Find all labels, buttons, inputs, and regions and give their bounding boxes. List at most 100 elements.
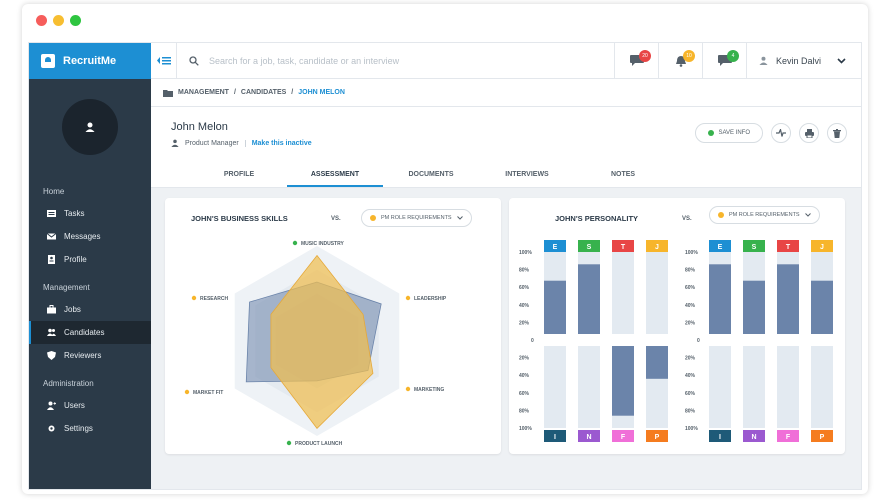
bar-track-bottom bbox=[578, 346, 600, 428]
requirement-bar-up bbox=[709, 264, 731, 334]
envelope-icon bbox=[47, 233, 56, 240]
personality-compare-dropdown[interactable]: PM ROLE REQUIREMENTS bbox=[709, 206, 820, 224]
y-tick-label: 100% bbox=[519, 250, 532, 256]
trait-letter: S bbox=[587, 244, 592, 251]
user-icon bbox=[759, 56, 768, 65]
y-tick-label: 60% bbox=[519, 285, 530, 291]
delete-button[interactable] bbox=[827, 123, 847, 143]
y-tick-label: 80% bbox=[685, 408, 696, 414]
y-tick-label: 80% bbox=[685, 268, 696, 274]
sidebar-item-candidates[interactable]: Candidates bbox=[29, 321, 151, 344]
chevron-down-icon bbox=[837, 57, 846, 64]
sidebar-item-messages[interactable]: Messages bbox=[29, 225, 151, 248]
messages-button[interactable]: 4 bbox=[702, 43, 746, 79]
trait-letter: F bbox=[621, 434, 626, 441]
make-inactive-link[interactable]: Make this inactive bbox=[244, 139, 312, 147]
search-input[interactable]: Search for a job, task, candidate or an … bbox=[177, 56, 614, 66]
bar-track-bottom bbox=[544, 346, 566, 428]
trait-letter-box bbox=[578, 240, 600, 252]
skills-compare-dropdown[interactable]: PM ROLE REQUIREMENTS bbox=[361, 209, 472, 227]
brand-name: RecruitMe bbox=[63, 55, 117, 67]
sidebar-item-users[interactable]: Users bbox=[29, 394, 151, 417]
tasks-icon bbox=[47, 210, 56, 217]
dot-icon bbox=[370, 215, 376, 221]
tab-assessment[interactable]: ASSESSMENT bbox=[287, 162, 383, 187]
pulse-icon bbox=[776, 129, 786, 137]
trait-letter: J bbox=[820, 244, 824, 251]
y-tick-label: 20% bbox=[519, 320, 530, 326]
nav-group-heading: Administration bbox=[43, 379, 94, 388]
trait-letter: I bbox=[719, 434, 721, 441]
tab-documents[interactable]: DOCUMENTS bbox=[408, 171, 454, 178]
breadcrumb-candidates[interactable]: CANDIDATES bbox=[240, 89, 287, 96]
y-tick-label: 40% bbox=[519, 303, 530, 309]
axis-dot bbox=[405, 386, 411, 392]
pulse-button[interactable] bbox=[771, 123, 791, 143]
radar-axis-label: MARKETING bbox=[414, 387, 444, 393]
collapse-icon bbox=[156, 57, 171, 65]
sidebar-item-reviewers[interactable]: Reviewers bbox=[29, 344, 151, 367]
bar-track-top bbox=[612, 252, 634, 334]
dot-icon bbox=[718, 212, 724, 218]
alerts-button[interactable]: 10 bbox=[658, 43, 702, 79]
app-window: RecruitMe Home Tasks Messages Profile Manage… bbox=[22, 4, 868, 494]
maximize-dot[interactable] bbox=[70, 15, 81, 26]
breadcrumb-separator: / bbox=[291, 89, 294, 96]
bar-track-bottom bbox=[777, 346, 799, 428]
minimize-dot[interactable] bbox=[53, 15, 64, 26]
trash-icon bbox=[833, 128, 841, 138]
bar-track-bottom bbox=[709, 346, 731, 428]
search-icon bbox=[189, 55, 199, 66]
y-tick-label: 60% bbox=[519, 391, 530, 397]
window-controls bbox=[36, 15, 81, 26]
sidebar-item-profile[interactable]: Profile bbox=[29, 248, 151, 271]
trait-letter: E bbox=[553, 244, 558, 251]
tab-profile[interactable]: PROFILE bbox=[223, 171, 255, 178]
sidebar-item-settings[interactable]: Settings bbox=[29, 417, 151, 440]
breadcrumb-root[interactable]: MANAGEMENT bbox=[178, 89, 229, 96]
chat-notifications-button[interactable]: 20 bbox=[614, 43, 658, 79]
personality-vs-label: VS. bbox=[682, 216, 692, 222]
brand[interactable]: RecruitMe bbox=[29, 43, 151, 79]
business-skills-card: JOHN'S BUSINESS SKILLS VS. PM ROLE REQUI… bbox=[165, 198, 501, 454]
radar-axis-label: PRODUCT LAUNCH bbox=[295, 441, 343, 447]
topbar: Search for a job, task, candidate or an … bbox=[151, 43, 861, 79]
skills-radar-chart: MUSIC INDUSTRY LEADERSHIP MARKETING PRODUCT… bbox=[184, 240, 447, 447]
candidate-bar-up bbox=[578, 264, 600, 334]
profile-icon bbox=[48, 255, 55, 264]
axis-dot bbox=[405, 295, 411, 301]
trait-letter-box bbox=[811, 430, 833, 442]
nav-group-heading: Home bbox=[43, 187, 65, 196]
candidate-tabs: PROFILE ASSESSMENT DOCUMENTS INTERVIEWS NOTE… bbox=[151, 162, 861, 188]
sidebar-item-label: Profile bbox=[64, 255, 87, 264]
user-menu[interactable]: Kevin Dalvi bbox=[746, 43, 861, 79]
radar-axis-label: MARKET FIT bbox=[193, 390, 223, 396]
sidebar-item-jobs[interactable]: Jobs bbox=[29, 298, 151, 321]
person-icon bbox=[171, 139, 179, 147]
bar-track-bottom bbox=[811, 346, 833, 428]
tab-interviews[interactable]: INTERVIEWS bbox=[505, 171, 549, 178]
y-tick-label: 80% bbox=[519, 408, 530, 414]
search-placeholder: Search for a job, task, candidate or an … bbox=[209, 55, 400, 66]
sidebar-nav: Home Tasks Messages Profile Management Jobs Ca… bbox=[29, 179, 151, 440]
avatar[interactable] bbox=[62, 99, 118, 155]
trait-letter-box bbox=[544, 240, 566, 252]
trait-letter: N bbox=[586, 434, 591, 441]
breadcrumb-separator: / bbox=[233, 89, 236, 96]
y-tick-label: 40% bbox=[685, 303, 696, 309]
y-tick-label: 60% bbox=[685, 391, 696, 397]
collapse-sidebar-button[interactable] bbox=[151, 43, 177, 79]
y-tick-label: 80% bbox=[519, 268, 530, 274]
personality-card-title: JOHN'S PERSONALITY bbox=[555, 214, 639, 223]
radar-axis-label: MUSIC INDUSTRY bbox=[301, 241, 345, 247]
y-tick-label: 20% bbox=[685, 320, 696, 326]
sidebar-item-tasks[interactable]: Tasks bbox=[29, 202, 151, 225]
close-dot[interactable] bbox=[36, 15, 47, 26]
sidebar: RecruitMe Home Tasks Messages Profile Manage… bbox=[29, 43, 151, 489]
tab-notes[interactable]: NOTES bbox=[610, 171, 636, 178]
sidebar-item-label: Reviewers bbox=[64, 351, 102, 360]
print-button[interactable] bbox=[799, 123, 819, 143]
breadcrumb: MANAGEMENT / CANDIDATES / JOHN MELON bbox=[151, 79, 861, 107]
y-tick-label: 20% bbox=[685, 356, 696, 362]
save-info-button[interactable]: SAVE INFO bbox=[695, 123, 763, 143]
